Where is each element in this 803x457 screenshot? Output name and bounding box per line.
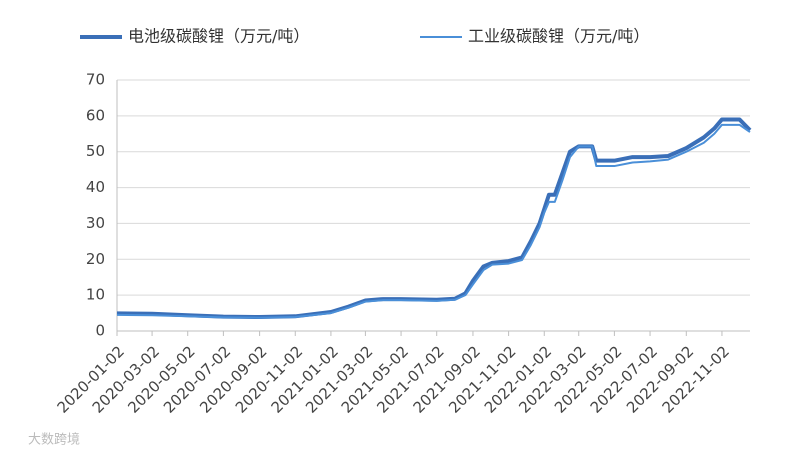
y-tick-label: 40	[86, 178, 105, 196]
y-tick-label: 10	[86, 286, 105, 304]
line	[116, 117, 752, 320]
watermark: 大数跨境	[28, 433, 80, 448]
y-tick-label: 60	[86, 106, 105, 124]
legend-label: 工业级碳酸锂（万元/吨）	[468, 27, 649, 46]
y-tick-label: 0	[95, 322, 105, 340]
line	[116, 123, 751, 319]
y-tick-label: 70	[86, 71, 105, 89]
legend-label: 电池级碳酸锂（万元/吨）	[128, 27, 309, 46]
y-tick-label: 50	[86, 142, 105, 160]
y-tick-label: 20	[86, 250, 105, 268]
y-tick-label: 30	[86, 214, 105, 232]
